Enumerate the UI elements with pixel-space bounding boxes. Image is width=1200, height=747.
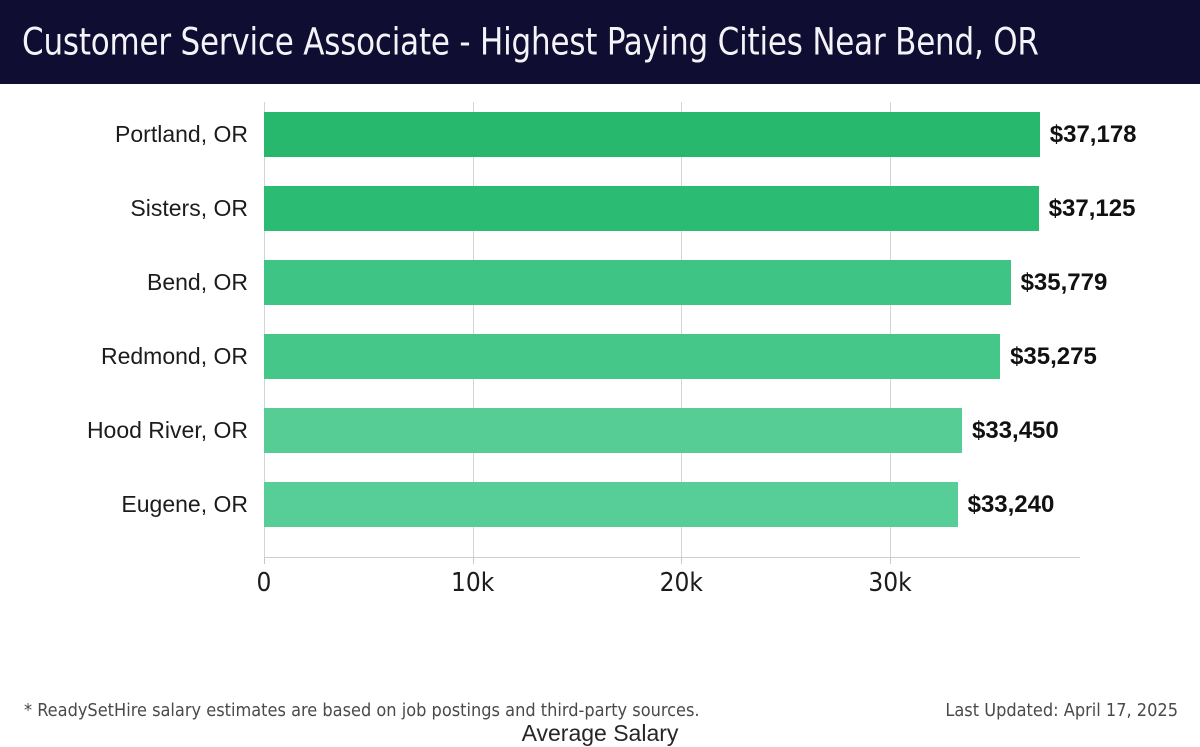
bar[interactable]: [264, 334, 1001, 379]
x-axis-title: Average Salary: [521, 720, 679, 746]
x-tick-label: 30k: [868, 568, 912, 598]
chart-plot-wrapper: Portland, OR Sisters, OR Bend, OR Redmond, …: [0, 84, 1200, 746]
x-axis-line: [264, 557, 1080, 558]
gridline: [264, 102, 265, 557]
x-tick-label: 10k: [451, 568, 495, 598]
page-title: Customer Service Associate - Highest Pay…: [22, 20, 1039, 64]
x-tick-mark: [472, 557, 474, 564]
bar-value-label: $37,178: [1049, 120, 1137, 148]
footer-disclaimer: * ReadySetHire salary estimates are base…: [24, 700, 700, 721]
y-axis-category-label: Bend, OR: [147, 268, 248, 295]
y-axis-category-labels: Portland, OR Sisters, OR Bend, OR Redmond, …: [0, 84, 248, 644]
bar-value-label: $33,240: [967, 490, 1055, 518]
x-tick-mark: [890, 557, 891, 564]
bar[interactable]: [264, 482, 958, 527]
x-tick-mark: [264, 557, 265, 564]
bar-value-label: $35,275: [1010, 342, 1097, 370]
y-axis-category-label: Sisters, OR: [130, 194, 248, 221]
y-axis-category-label: Eugene, OR: [121, 490, 248, 517]
bar-value-label: $37,125: [1048, 194, 1136, 222]
bar[interactable]: [264, 260, 1011, 305]
y-axis-category-label: Portland, OR: [115, 120, 248, 147]
bar[interactable]: [264, 408, 962, 453]
x-tick-label: 0: [256, 568, 272, 598]
gridline: [472, 102, 474, 557]
plot-area: 0 10k 20k 30k $37,178 $37,125 $35,779 $35,275 $…: [257, 84, 1137, 644]
bar-value-label: $33,450: [971, 416, 1059, 444]
chart-header-band: Customer Service Associate - Highest Pay…: [0, 0, 1200, 84]
y-axis-category-label: Hood River, OR: [86, 416, 248, 443]
bar[interactable]: [264, 112, 1040, 157]
footer-last-updated: Last Updated: April 17, 2025: [945, 700, 1178, 721]
x-tick-label: 20k: [659, 568, 703, 598]
gridline: [890, 102, 891, 557]
bar[interactable]: [264, 186, 1039, 231]
x-tick-mark: [681, 557, 683, 564]
bar-value-label: $35,779: [1020, 268, 1108, 296]
gridline: [681, 102, 683, 557]
y-axis-category-label: Redmond, OR: [100, 342, 248, 369]
